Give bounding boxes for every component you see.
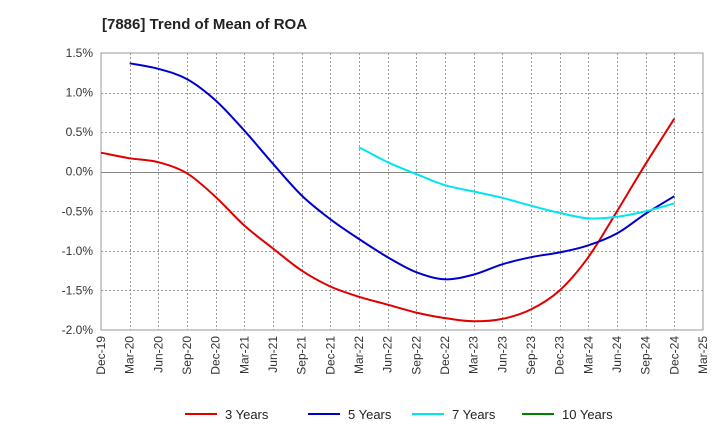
series-line-7-years — [358, 146, 675, 220]
x-tick-label: Mar-23 — [467, 336, 481, 374]
x-tick-label: Sep-24 — [639, 336, 653, 375]
x-tick-label: Jun-21 — [266, 336, 280, 373]
legend-label: 10 Years — [562, 407, 613, 422]
y-tick-label: -1.0% — [62, 244, 94, 258]
x-tick-label: Mar-24 — [581, 336, 595, 374]
x-tick-label: Jun-23 — [495, 336, 509, 373]
series-line-5-years — [129, 62, 675, 281]
x-tick-label: Sep-23 — [524, 336, 538, 375]
x-axis-ticks: Dec-19 Mar-20 Jun-20 Sep-20 Dec-20 Mar-21 Jun-… — [94, 336, 710, 375]
x-tick-label: Dec-22 — [438, 336, 452, 375]
x-tick-label: Jun-20 — [151, 336, 165, 373]
y-tick-label: 1.5% — [66, 46, 94, 60]
chart-title: [7886] Trend of Mean of ROA — [102, 16, 307, 33]
y-tick-label: -0.5% — [62, 204, 94, 218]
y-tick-label: 1.0% — [66, 86, 94, 100]
x-tick-label: Dec-21 — [323, 336, 337, 375]
y-tick-label: -2.0% — [62, 323, 94, 337]
x-tick-label: Jun-22 — [381, 336, 395, 373]
y-axis-ticks: 1.5% 1.0% 0.5% 0.0% -0.5% -1.0% -1.5% -2.0% — [62, 46, 94, 337]
y-tick-label: 0.5% — [66, 125, 94, 139]
gridlines — [101, 53, 703, 330]
legend-label: 7 Years — [452, 407, 496, 422]
x-tick-label: Jun-24 — [610, 336, 624, 373]
y-tick-label: -1.5% — [62, 283, 94, 297]
x-tick-label: Dec-20 — [209, 336, 223, 375]
x-tick-label: Dec-24 — [667, 336, 681, 375]
x-tick-label: Dec-23 — [553, 336, 567, 375]
plot-frame — [100, 52, 704, 331]
legend-label: 3 Years — [225, 407, 269, 422]
legend: 3 Years 5 Years 7 Years 10 Years — [185, 407, 613, 422]
x-tick-label: Mar-20 — [123, 336, 137, 374]
legend-label: 5 Years — [348, 407, 392, 422]
x-tick-label: Mar-25 — [696, 336, 710, 374]
x-tick-label: Dec-19 — [94, 336, 108, 375]
y-tick-label: 0.0% — [66, 165, 94, 179]
x-tick-label: Mar-21 — [237, 336, 251, 374]
x-tick-label: Sep-22 — [409, 336, 423, 375]
x-tick-label: Sep-20 — [180, 336, 194, 375]
x-tick-label: Sep-21 — [295, 336, 309, 375]
plot-area — [100, 52, 704, 331]
x-tick-label: Mar-22 — [352, 336, 366, 374]
series-line-3-years — [100, 118, 676, 323]
series-lines — [100, 62, 676, 323]
